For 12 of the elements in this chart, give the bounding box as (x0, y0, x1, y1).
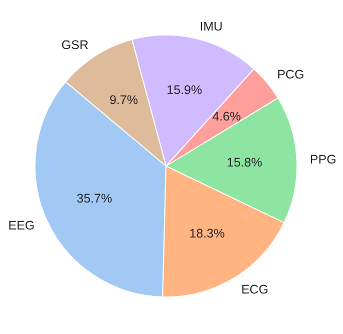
slice-label: IMU (200, 19, 223, 34)
slice-label: PPG (310, 152, 336, 166)
data-label: 18.3% (189, 226, 225, 240)
slice-label: GSR (61, 38, 88, 52)
data-label: 9.7% (109, 93, 138, 108)
slice-label: EEG (8, 218, 35, 233)
slice-label: ECG (241, 282, 268, 296)
data-label: 35.7% (76, 192, 112, 206)
data-label: 4.6% (212, 109, 241, 124)
data-label: 15.8% (226, 155, 262, 170)
data-label: 15.9% (166, 82, 202, 97)
slice-label: PCG (277, 68, 304, 82)
